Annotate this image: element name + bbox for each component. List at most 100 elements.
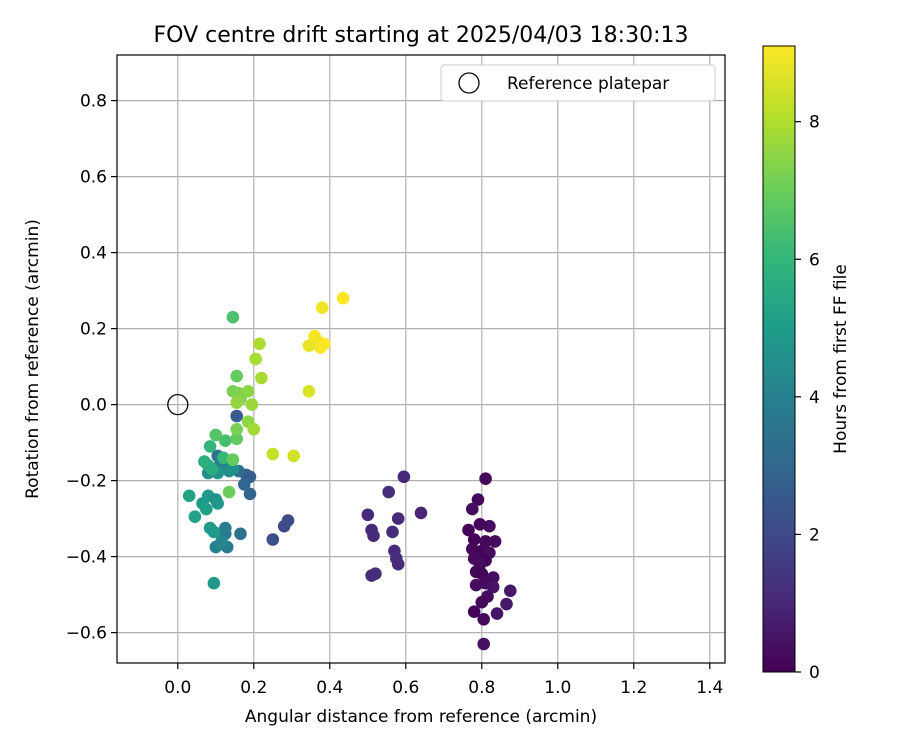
scatter-point bbox=[462, 523, 475, 537]
scatter-point bbox=[467, 533, 481, 546]
y-tick-label: −0.2 bbox=[66, 472, 107, 492]
plot-area-frame bbox=[116, 54, 726, 664]
scatter-point bbox=[247, 423, 261, 436]
scatter-point bbox=[336, 291, 350, 305]
scatter-point bbox=[382, 485, 396, 499]
y-axis-ticks: −0.6 −0.4 −0.2 0.0 0.2 0.4 0.6 0.8 bbox=[66, 92, 117, 644]
scatter-point bbox=[245, 398, 259, 411]
scatter-point bbox=[217, 451, 230, 465]
scatter-point bbox=[477, 637, 491, 651]
colorbar: 0 2 4 6 8 Hours from first FF file bbox=[762, 45, 851, 683]
scatter-point bbox=[361, 508, 375, 522]
scatter-point bbox=[488, 535, 502, 548]
y-axis-label: Rotation from reference (arcmin) bbox=[23, 219, 43, 499]
scatter-point bbox=[367, 529, 380, 542]
colorbar-tick-label: 6 bbox=[809, 250, 820, 270]
scatter-point bbox=[209, 428, 223, 442]
x-tick-label: 0.8 bbox=[468, 678, 495, 698]
scatter-point bbox=[226, 453, 240, 467]
scatter-point bbox=[222, 485, 236, 499]
scatter-point bbox=[266, 533, 280, 546]
colorbar-ticks: 0 2 4 6 8 bbox=[795, 113, 820, 683]
scatter-point bbox=[249, 352, 262, 366]
scatter-point bbox=[253, 337, 266, 351]
chart-title: FOV centre drift starting at 2025/04/03 … bbox=[154, 23, 689, 48]
scatter-point bbox=[188, 510, 202, 523]
x-tick-label: 0.0 bbox=[164, 678, 191, 698]
scatter-point bbox=[238, 478, 251, 491]
scatter-point bbox=[211, 497, 224, 510]
grid-lines bbox=[117, 55, 725, 663]
legend-box bbox=[440, 64, 716, 102]
x-tick-label: 0.4 bbox=[316, 678, 343, 698]
y-tick-label: 0.4 bbox=[80, 244, 107, 264]
scatter-point bbox=[230, 423, 243, 436]
x-tick-label: 0.6 bbox=[392, 678, 419, 698]
scatter-point bbox=[365, 569, 378, 582]
scatter-point bbox=[473, 518, 487, 531]
scatter-point bbox=[277, 519, 291, 533]
scatter-point bbox=[266, 447, 280, 461]
scatter-point bbox=[182, 489, 196, 503]
x-tick-label: 1.2 bbox=[620, 678, 647, 698]
scatter-point bbox=[479, 535, 492, 548]
scatter-point bbox=[483, 519, 496, 533]
legend: Reference platepar bbox=[440, 64, 716, 102]
colorbar-gradient bbox=[762, 45, 796, 673]
scatter-point bbox=[226, 462, 240, 476]
scatter-point bbox=[230, 432, 243, 446]
scatter-point bbox=[207, 525, 221, 539]
data-points bbox=[182, 291, 517, 651]
colorbar-label: Hours from first FF file bbox=[831, 264, 851, 454]
scatter-point bbox=[230, 409, 243, 423]
scatter-point bbox=[287, 449, 301, 463]
colorbar-tick-label: 0 bbox=[809, 663, 820, 683]
y-tick-label: 0.2 bbox=[80, 320, 107, 340]
scatter-point bbox=[477, 613, 491, 626]
scatter-point bbox=[226, 310, 240, 324]
scatter-point bbox=[219, 521, 232, 535]
scatter-point bbox=[500, 597, 513, 611]
scatter-point bbox=[397, 470, 411, 484]
scatter-point bbox=[479, 472, 492, 486]
scatter-point bbox=[203, 440, 217, 453]
y-tick-label: 0.6 bbox=[80, 168, 107, 188]
x-tick-label: 1.4 bbox=[696, 678, 723, 698]
scatter-point bbox=[207, 576, 221, 590]
scatter-point bbox=[317, 337, 331, 351]
scatter-point bbox=[386, 525, 399, 539]
scatter-point bbox=[230, 396, 243, 410]
scatter-point bbox=[471, 493, 485, 506]
scatter-point bbox=[475, 567, 489, 580]
scatter-point bbox=[315, 301, 329, 315]
scatter-point bbox=[466, 542, 479, 556]
scatter-point bbox=[467, 605, 481, 618]
x-axis-ticks: 0.0 0.2 0.4 0.6 0.8 1.0 1.2 1.4 bbox=[164, 663, 723, 698]
scatter-point bbox=[230, 369, 243, 383]
colorbar-tick-label: 2 bbox=[809, 525, 820, 545]
scatter-point bbox=[486, 580, 500, 594]
scatter-point bbox=[469, 578, 483, 592]
colorbar-tick-label: 4 bbox=[809, 388, 820, 408]
reference-platepar-marker bbox=[167, 393, 189, 416]
y-tick-label: 0.0 bbox=[80, 396, 107, 416]
y-tick-label: −0.4 bbox=[66, 548, 107, 568]
scatter-point bbox=[504, 584, 517, 598]
scatter-point bbox=[198, 455, 211, 468]
y-tick-label: −0.6 bbox=[66, 624, 107, 644]
x-tick-label: 1.0 bbox=[544, 678, 571, 698]
scatter-point bbox=[255, 371, 268, 385]
scatter-point bbox=[475, 595, 489, 609]
scatter-point bbox=[391, 557, 405, 571]
scatter-point bbox=[215, 535, 228, 548]
scatter-point bbox=[219, 434, 232, 448]
y-tick-label: 0.8 bbox=[80, 92, 107, 112]
scatter-point bbox=[302, 339, 316, 353]
scatter-point bbox=[234, 527, 247, 541]
scatter-point bbox=[200, 502, 213, 516]
scatter-point bbox=[243, 487, 257, 501]
reference-marker bbox=[167, 393, 189, 416]
legend-marker bbox=[458, 72, 480, 94]
scatter-point bbox=[302, 385, 316, 398]
